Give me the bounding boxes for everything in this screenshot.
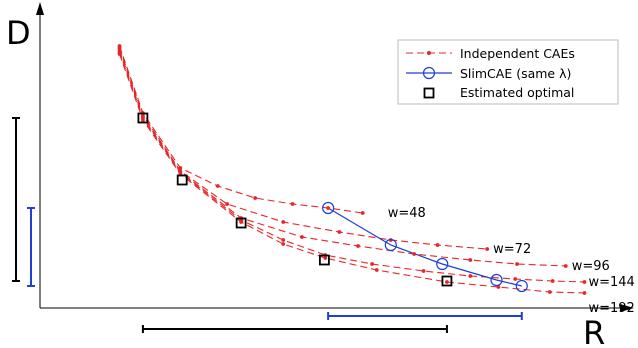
estimated-optimal-point bbox=[318, 254, 330, 266]
independent-cae-point bbox=[117, 52, 122, 56]
y-axis-label: D bbox=[6, 14, 31, 52]
independent-cae-point bbox=[374, 268, 379, 272]
independent-cae-line bbox=[118, 49, 566, 267]
independent-cae-point bbox=[281, 220, 286, 224]
independent-cae-point bbox=[485, 247, 490, 251]
legend: Independent CAEs SlimCAE (same λ) Estimate… bbox=[397, 39, 619, 105]
estimated-optimal-point bbox=[137, 112, 149, 124]
estimated-optimal-point bbox=[441, 275, 453, 287]
independent-cae-point bbox=[547, 290, 552, 294]
slimcae-point bbox=[384, 238, 397, 252]
curve-label-w-144: w=144 bbox=[588, 275, 634, 290]
curve-label-w-48: w=48 bbox=[388, 206, 426, 221]
series-labels: w=48 w=72 w=96w=144 w=192 bbox=[388, 206, 635, 316]
independent-cae-point bbox=[290, 202, 295, 206]
slimcae-line bbox=[327, 207, 522, 287]
independent-cae-point bbox=[178, 166, 183, 170]
legend-label-estimated: Estimated optimal bbox=[460, 85, 574, 100]
slimcae-point bbox=[515, 279, 528, 293]
independent-cae-line bbox=[118, 45, 363, 214]
series-markers bbox=[117, 44, 587, 295]
range-bars bbox=[12, 117, 523, 333]
slimcae-point bbox=[436, 257, 449, 271]
independent-cae-point bbox=[215, 184, 220, 188]
independent-cae-point bbox=[496, 285, 501, 289]
legend-swatch-circle bbox=[422, 66, 436, 80]
independent-cae-point bbox=[412, 252, 417, 256]
independent-cae-point bbox=[582, 280, 587, 284]
slimcae-point bbox=[490, 273, 503, 287]
estimated-optimal-point bbox=[235, 217, 247, 229]
independent-cae-point bbox=[563, 264, 568, 268]
y-axis-arrow bbox=[36, 2, 44, 15]
estimated-optimal-point bbox=[176, 174, 188, 186]
independent-cae-point bbox=[445, 280, 449, 284]
independent-cae-point bbox=[300, 235, 304, 239]
curve-label-w-72: w=72 bbox=[493, 242, 531, 257]
independent-cae-point bbox=[468, 274, 473, 278]
independent-cae-point bbox=[239, 220, 244, 224]
curve-label-w-192: w=192 bbox=[588, 301, 634, 316]
independent-cae-point bbox=[337, 230, 342, 234]
independent-cae-point bbox=[582, 291, 587, 295]
independent-cae-point bbox=[370, 262, 374, 266]
independent-cae-line bbox=[118, 53, 585, 294]
legend-label-independent: Independent CAEs bbox=[460, 46, 575, 61]
independent-cae-point bbox=[225, 202, 229, 206]
axes: DR bbox=[6, 2, 634, 348]
independent-cae-point bbox=[468, 258, 473, 262]
independent-cae-point bbox=[281, 238, 286, 242]
independent-cae-point bbox=[513, 277, 518, 281]
independent-cae-point bbox=[323, 256, 328, 260]
independent-cae-point bbox=[253, 196, 258, 200]
independent-cae-point bbox=[515, 262, 519, 266]
independent-cae-line bbox=[118, 51, 585, 283]
legend-swatch-dot bbox=[427, 51, 431, 55]
independent-cae-point bbox=[421, 269, 426, 273]
legend-swatch-square bbox=[423, 87, 435, 99]
independent-cae-point bbox=[281, 242, 286, 246]
x-axis-arrow bbox=[620, 304, 634, 312]
slimcae-point bbox=[322, 201, 335, 215]
independent-cae-point bbox=[550, 279, 555, 283]
legend-label-slimcae: SlimCAE (same λ) bbox=[460, 66, 571, 81]
independent-cae-point bbox=[326, 206, 331, 210]
curve-label-w-96: w=96 bbox=[572, 259, 610, 274]
x-axis-label: R bbox=[583, 314, 605, 348]
independent-cae-point bbox=[141, 118, 145, 122]
independent-cae-point bbox=[356, 244, 360, 248]
independent-cae-point bbox=[360, 211, 365, 215]
independent-cae-point bbox=[435, 243, 440, 247]
